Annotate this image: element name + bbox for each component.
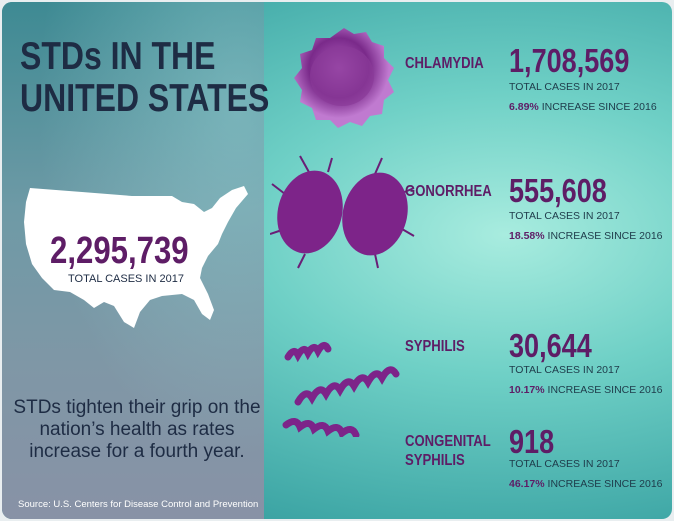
cases-label: TOTAL CASES IN 2017 (509, 364, 620, 376)
cases-congenital-syphilis: 918 (509, 423, 555, 460)
disease-name-chlamydia: CHLAMYDIA (405, 55, 484, 72)
gonorrhea-bacteria-icon (270, 155, 415, 269)
us-map-icon (24, 186, 248, 328)
cases-label: TOTAL CASES IN 2017 (509, 210, 620, 222)
disease-name-congenital-syphilis: CONGENITAL SYPHILIS (405, 433, 491, 469)
title-line-2: UNITED STATES (20, 77, 270, 120)
increase-chlamydia: 6.89% INCREASE SINCE 2016 (509, 101, 657, 113)
increase-syphilis: 10.17% INCREASE SINCE 2016 (509, 384, 663, 396)
total-cases-value: 2,295,739 (50, 230, 189, 272)
disease-name-syphilis: SYPHILIS (405, 338, 465, 355)
total-cases-label: TOTAL CASES IN 2017 (68, 273, 184, 285)
disease-name-gonorrhea: GONORRHEA (405, 183, 492, 200)
title-line-1: STDs IN THE (20, 35, 216, 78)
cases-syphilis: 30,644 (509, 327, 592, 364)
syphilis-spirochete-icon (282, 342, 400, 437)
cases-gonorrhea: 555,608 (509, 172, 607, 209)
cases-chlamydia: 1,708,569 (509, 42, 630, 79)
cases-label: TOTAL CASES IN 2017 (509, 458, 620, 470)
source-note: Source: U.S. Centers for Disease Control… (18, 499, 259, 510)
tagline: STDs tighten their grip on the nation’s … (13, 397, 261, 462)
page-title: STDs IN THE UNITED STATES (20, 36, 324, 120)
cases-label: TOTAL CASES IN 2017 (509, 81, 620, 93)
chlamydia-cell-icon (294, 28, 394, 128)
increase-gonorrhea: 18.58% INCREASE SINCE 2016 (509, 230, 663, 242)
increase-congenital-syphilis: 46.17% INCREASE SINCE 2016 (509, 478, 663, 490)
